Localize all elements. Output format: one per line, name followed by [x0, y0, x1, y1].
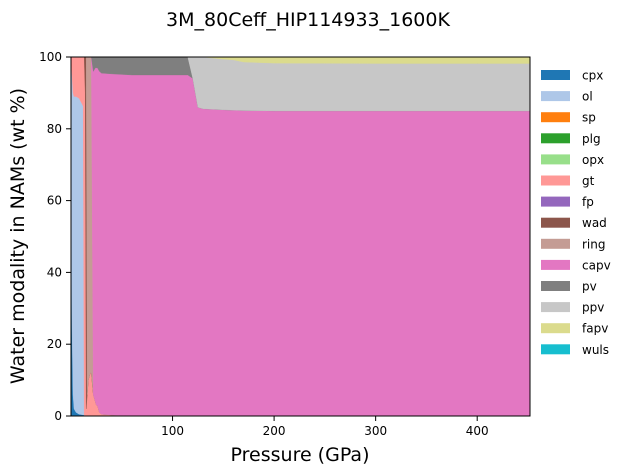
- legend-swatch-ol: [541, 91, 570, 102]
- x-tick-label: 400: [466, 424, 489, 438]
- legend-swatch-capv: [541, 259, 570, 270]
- plot-area: [70, 56, 531, 417]
- legend-label-ppv: ppv: [582, 301, 604, 315]
- x-axis-label: Pressure (GPa): [231, 444, 370, 466]
- legend-swatch-cpx: [541, 70, 570, 80]
- legend-swatch-pv: [541, 281, 570, 291]
- legend-label-ol: ol: [582, 90, 593, 104]
- legend-label-opx: opx: [582, 153, 604, 167]
- x-tick-label: 200: [263, 424, 286, 438]
- y-tick-label: 0: [54, 409, 62, 423]
- legend-label-sp: sp: [582, 111, 596, 125]
- legend-label-fp: fp: [582, 195, 594, 209]
- legend-swatch-plg: [541, 133, 570, 144]
- legend-swatch-fapv: [541, 323, 570, 334]
- legend-swatch-fp: [541, 196, 570, 207]
- plot-frame: [70, 56, 531, 417]
- legend-label-plg: plg: [582, 132, 601, 146]
- legend-label-wad: wad: [582, 216, 607, 230]
- legend-label-fapv: fapv: [582, 322, 608, 336]
- y-tick-label: 40: [47, 265, 62, 279]
- x-axis: 100 200 300 400: [161, 416, 489, 438]
- y-tick-label: 20: [47, 337, 62, 351]
- x-tick-label: 100: [161, 424, 184, 438]
- legend-swatch-gt: [541, 175, 570, 186]
- y-axis-label: Water modality in NAMs (wt %): [7, 88, 29, 384]
- legend-label-gt: gt: [582, 174, 595, 188]
- legend-swatch-wad: [541, 217, 570, 228]
- y-tick-label: 60: [47, 194, 62, 208]
- y-tick-label: 100: [39, 50, 62, 64]
- y-tick-label: 80: [47, 122, 62, 136]
- legend-swatch-opx: [541, 154, 570, 165]
- legend-label-pv: pv: [582, 280, 597, 294]
- legend-swatch-wuls: [541, 344, 570, 355]
- legend-swatch-ring: [541, 238, 570, 249]
- legend-swatch-ppv: [541, 302, 570, 313]
- legend: cpx ol sp plg opx gt fp wad ring capv pv ppv fapv wul…: [541, 69, 611, 357]
- legend-label-wuls: wuls: [582, 343, 609, 357]
- legend-label-capv: capv: [582, 258, 611, 272]
- y-axis: 0 20 40 60 80 100: [39, 50, 71, 423]
- chart-title: 3M_80Ceff_HIP114933_1600K: [166, 9, 450, 31]
- legend-label-ring: ring: [582, 237, 606, 251]
- legend-swatch-sp: [541, 112, 570, 123]
- legend-label-cpx: cpx: [582, 69, 603, 83]
- x-tick-label: 300: [364, 424, 387, 438]
